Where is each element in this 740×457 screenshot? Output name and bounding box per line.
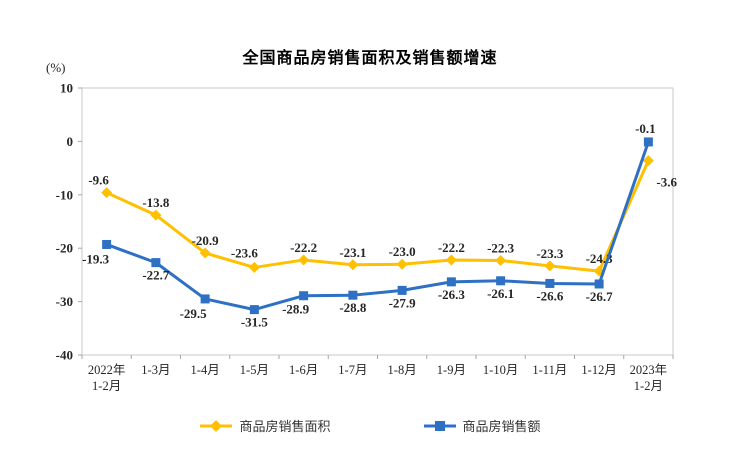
x-tick-label: 1-6月 bbox=[289, 363, 318, 377]
data-point-marker bbox=[348, 290, 358, 300]
data-point-label: -23.1 bbox=[339, 245, 366, 260]
series-line-0 bbox=[105, 159, 650, 273]
data-point-label: -20.9 bbox=[192, 233, 220, 248]
data-point-marker bbox=[101, 187, 113, 199]
data-point-label: -23.0 bbox=[389, 244, 416, 259]
data-point-marker bbox=[446, 277, 456, 287]
data-point-label: -31.5 bbox=[241, 315, 269, 330]
data-point-marker bbox=[200, 294, 210, 304]
data-point-label: -0.1 bbox=[635, 121, 656, 136]
data-point-label: -3.6 bbox=[656, 175, 677, 190]
x-tick-label: 2023年 1-2月 bbox=[630, 363, 668, 393]
data-point-marker bbox=[594, 279, 604, 289]
data-point-label: -28.9 bbox=[282, 302, 310, 317]
data-point-label: -22.2 bbox=[290, 240, 317, 255]
data-point-label: -23.3 bbox=[536, 246, 564, 261]
data-point-marker bbox=[248, 261, 260, 273]
data-point-marker bbox=[102, 239, 112, 249]
data-point-label: -27.9 bbox=[389, 295, 417, 310]
plot-frame bbox=[81, 87, 674, 356]
x-tick-label: 1-11月 bbox=[532, 363, 567, 377]
x-tick-label: 1-3月 bbox=[141, 363, 170, 377]
x-tick-label: 1-9月 bbox=[437, 363, 466, 377]
data-point-label: -22.3 bbox=[487, 240, 515, 255]
data-point-marker bbox=[643, 137, 653, 147]
data-point-marker bbox=[249, 305, 259, 315]
data-point-marker bbox=[151, 258, 161, 268]
x-tick-label: 1-5月 bbox=[240, 363, 269, 377]
chart-title: 全国商品房销售面积及销售额增速 bbox=[242, 50, 498, 67]
legend: 商品房销售面积 商品房销售额 bbox=[0, 416, 740, 435]
data-point-marker bbox=[496, 276, 506, 286]
x-tick-label: 1-8月 bbox=[388, 363, 417, 377]
x-tick-label: 2022年 1-2月 bbox=[88, 363, 126, 393]
data-point-marker bbox=[396, 258, 408, 270]
y-tick-label: -30 bbox=[56, 294, 73, 309]
data-point-marker bbox=[150, 209, 162, 221]
data-point-label: -26.6 bbox=[536, 288, 564, 303]
legend-marker-sales-amount-icon bbox=[423, 420, 456, 431]
y-tick-label: -20 bbox=[56, 241, 73, 256]
x-tick-label: 1-12月 bbox=[581, 363, 616, 377]
data-point-marker bbox=[544, 260, 556, 272]
data-point-marker bbox=[298, 254, 310, 266]
y-tick-label: 10 bbox=[60, 81, 73, 96]
data-point-marker bbox=[445, 254, 457, 266]
x-tick-label: 1-10月 bbox=[483, 363, 518, 377]
legend-label-sales-amount: 商品房销售额 bbox=[462, 419, 541, 434]
data-point-label: -9.6 bbox=[88, 173, 109, 188]
y-tick-label: -40 bbox=[56, 348, 73, 363]
data-point-label: -26.7 bbox=[586, 289, 614, 304]
data-point-label: -26.1 bbox=[487, 286, 514, 301]
data-point-label: -29.5 bbox=[180, 306, 208, 321]
legend-label-sales-area: 商品房销售面积 bbox=[239, 419, 331, 434]
data-point-marker bbox=[347, 259, 359, 271]
y-axis-unit-label: (%) bbox=[46, 60, 66, 75]
legend-marker-sales-area-icon bbox=[200, 419, 233, 432]
data-point-marker bbox=[495, 254, 507, 266]
data-point-marker bbox=[545, 278, 555, 288]
series-line-1 bbox=[105, 140, 650, 312]
data-point-label: -13.8 bbox=[142, 195, 170, 210]
legend-item-sales-area: 商品房销售面积 bbox=[199, 416, 331, 435]
data-point-label: -22.2 bbox=[438, 240, 465, 255]
data-point-label: -19.3 bbox=[82, 251, 110, 266]
x-tick-label: 1-7月 bbox=[338, 363, 367, 377]
data-point-marker bbox=[299, 291, 309, 301]
y-tick-label: 0 bbox=[67, 134, 74, 149]
legend-item-sales-amount: 商品房销售额 bbox=[423, 416, 541, 435]
data-point-marker bbox=[397, 285, 407, 295]
data-point-label: -23.6 bbox=[231, 245, 259, 260]
y-tick-label: -10 bbox=[56, 187, 73, 202]
data-point-marker bbox=[642, 155, 654, 167]
data-point-marker bbox=[199, 247, 211, 259]
x-tick-label: 1-4月 bbox=[191, 363, 220, 377]
data-point-label: -26.3 bbox=[438, 287, 466, 302]
data-point-label: -28.8 bbox=[339, 300, 367, 315]
data-point-label: -22.7 bbox=[142, 268, 170, 283]
